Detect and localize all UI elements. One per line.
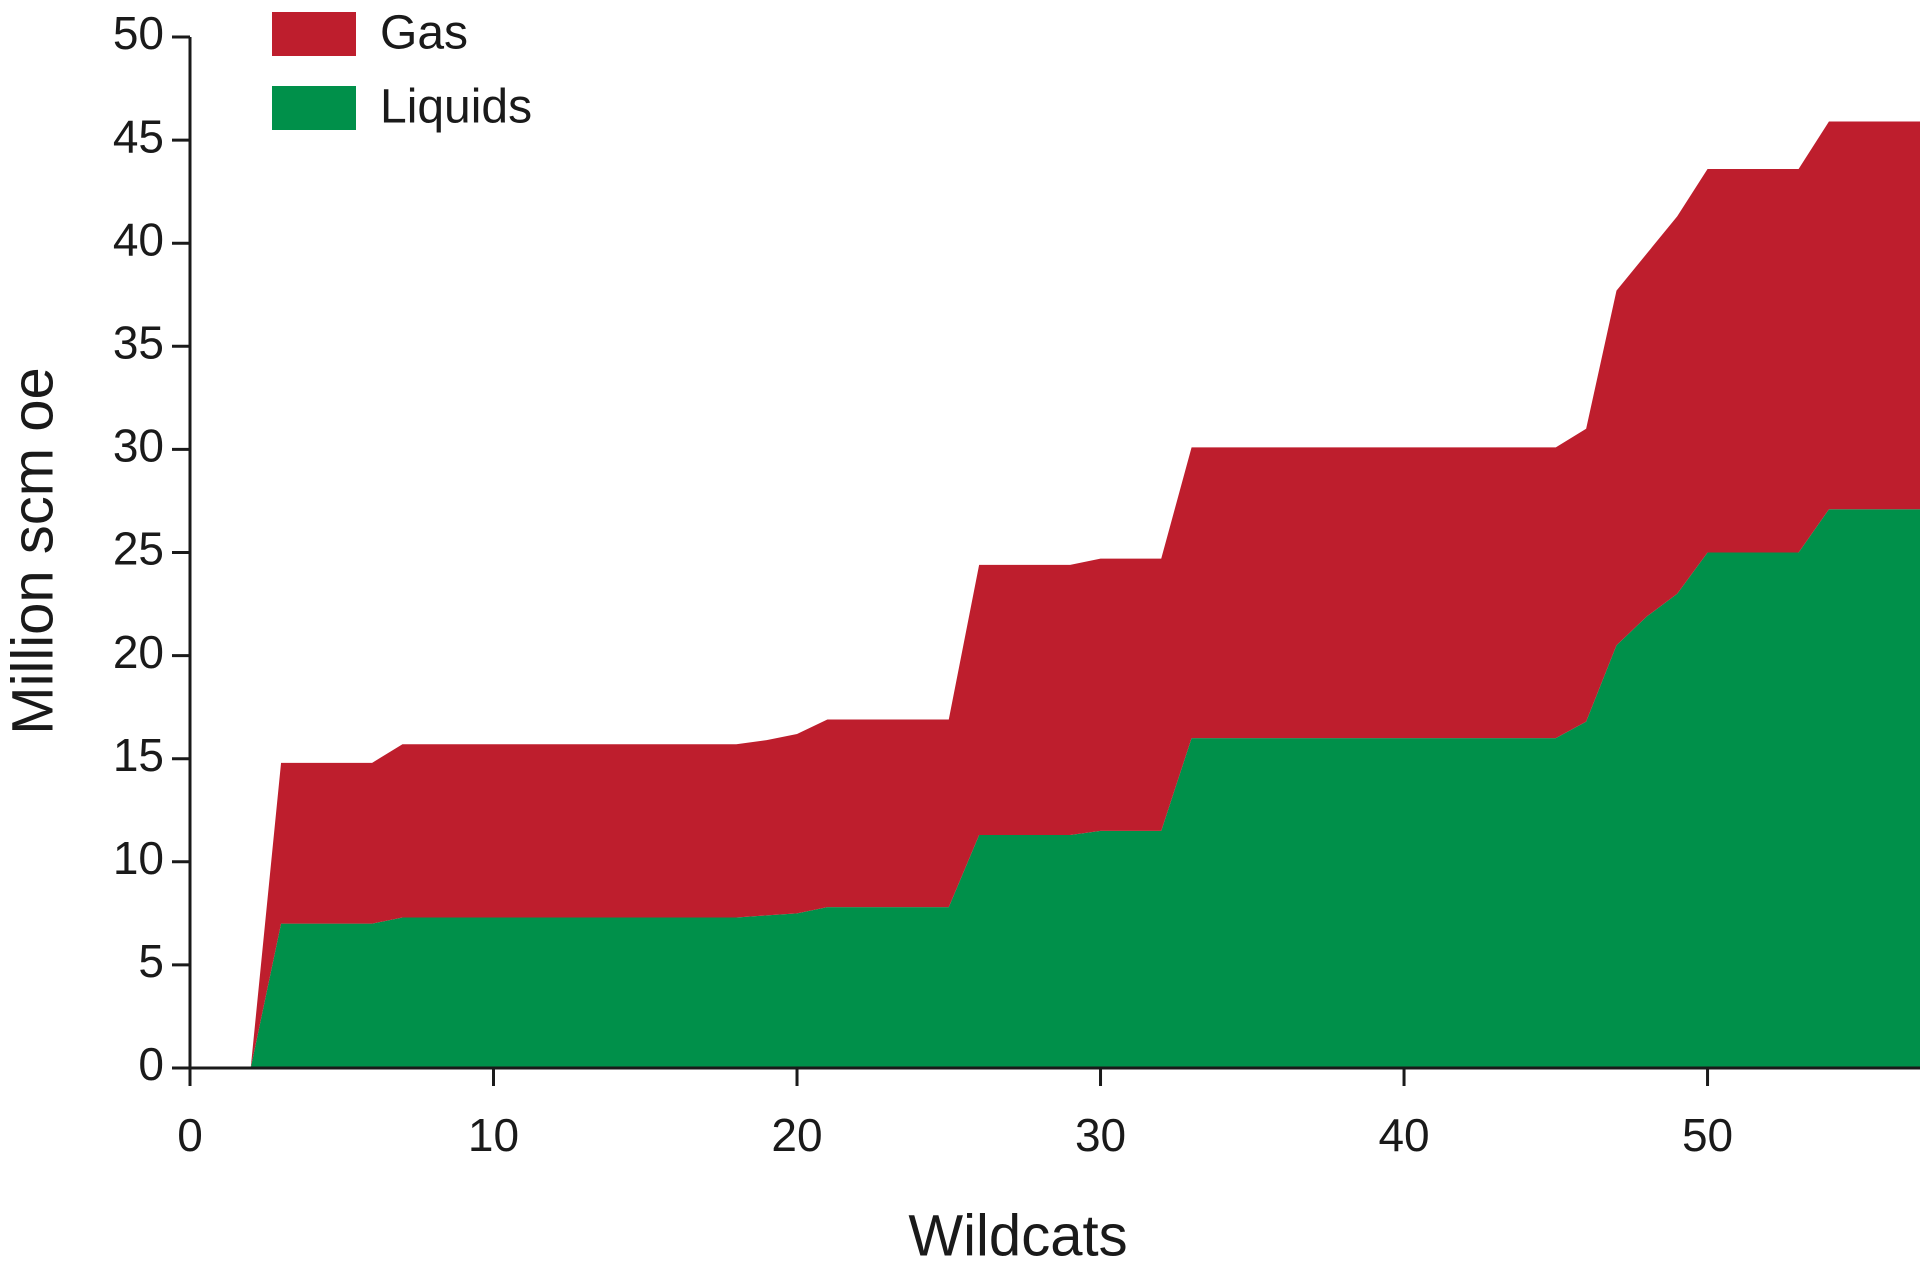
- y-tick-label: 20: [113, 626, 164, 678]
- x-tick-label: 50: [1682, 1109, 1733, 1161]
- legend-swatch: [272, 86, 356, 130]
- x-tick-label: 20: [771, 1109, 822, 1161]
- legend-label: Gas: [380, 7, 468, 60]
- x-tick-label: 0: [177, 1109, 203, 1161]
- x-axis-title: Wildcats: [908, 1203, 1127, 1268]
- y-tick-label: 30: [113, 420, 164, 472]
- area: [250, 509, 1920, 1068]
- y-tick-label: 0: [138, 1038, 164, 1090]
- y-tick-label: 5: [138, 935, 164, 987]
- y-tick-label: 10: [113, 832, 164, 884]
- x-tick-label: 30: [1075, 1109, 1126, 1161]
- legend-swatch: [272, 12, 356, 56]
- y-tick-label: 45: [113, 110, 164, 162]
- x-tick-label: 40: [1378, 1109, 1429, 1161]
- y-axis-title: Million scm oe: [0, 367, 65, 734]
- y-tick-label: 15: [113, 729, 164, 781]
- legend-label: Liquids: [380, 81, 532, 134]
- y-tick-label: 40: [113, 213, 164, 265]
- x-tick-label: 10: [468, 1109, 519, 1161]
- y-tick-label: 35: [113, 316, 164, 368]
- y-tick-label: 25: [113, 523, 164, 575]
- area: [250, 121, 1920, 1069]
- y-tick-label: 50: [113, 7, 164, 59]
